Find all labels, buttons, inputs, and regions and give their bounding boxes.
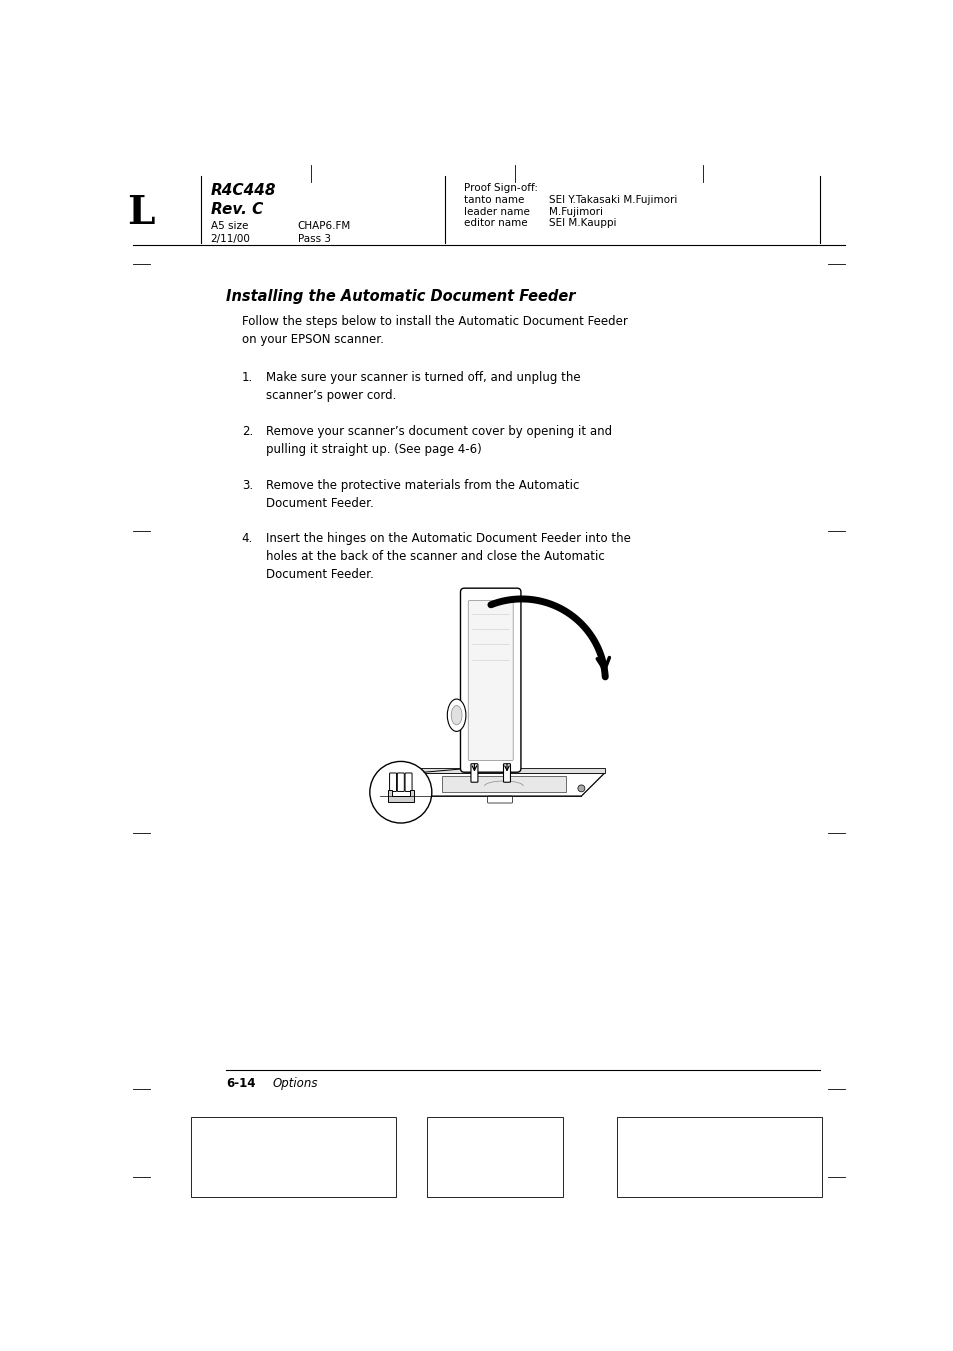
Text: L: L: [127, 195, 154, 232]
Text: Proof Sign-off:: Proof Sign-off:: [464, 182, 537, 193]
Text: R4C448: R4C448: [211, 182, 276, 197]
Text: leader name: leader name: [464, 207, 530, 216]
Text: Remove your scanner’s document cover by opening it and
pulling it straight up. (: Remove your scanner’s document cover by …: [266, 424, 612, 455]
Text: A5 size: A5 size: [211, 222, 248, 231]
Text: 4.: 4.: [241, 532, 253, 546]
FancyBboxPatch shape: [503, 763, 510, 782]
Text: Options: Options: [273, 1077, 318, 1089]
FancyBboxPatch shape: [487, 796, 512, 802]
Circle shape: [370, 762, 432, 823]
Ellipse shape: [451, 705, 461, 725]
FancyBboxPatch shape: [471, 763, 477, 782]
Polygon shape: [379, 773, 604, 796]
Text: SEI Y.Takasaki M.Fujimori: SEI Y.Takasaki M.Fujimori: [549, 196, 677, 205]
FancyBboxPatch shape: [405, 773, 412, 792]
Ellipse shape: [447, 698, 465, 731]
Text: 2/11/00: 2/11/00: [211, 234, 251, 243]
FancyBboxPatch shape: [468, 600, 513, 761]
Text: CHAP6.FM: CHAP6.FM: [297, 222, 351, 231]
FancyBboxPatch shape: [396, 773, 404, 792]
Polygon shape: [441, 775, 565, 792]
Text: SEI M.Kauppi: SEI M.Kauppi: [549, 219, 617, 228]
Text: 1.: 1.: [241, 370, 253, 384]
Text: tanto name: tanto name: [464, 196, 524, 205]
Text: 2.: 2.: [241, 424, 253, 438]
Circle shape: [578, 785, 584, 792]
Bar: [617, 1117, 821, 1197]
FancyBboxPatch shape: [389, 773, 396, 792]
Text: Rev. C: Rev. C: [211, 203, 263, 218]
Text: Remove the protective materials from the Automatic
Document Feeder.: Remove the protective materials from the…: [266, 478, 579, 509]
Bar: [427, 1117, 562, 1197]
Text: Follow the steps below to install the Automatic Document Feeder
on your EPSON sc: Follow the steps below to install the Au…: [241, 315, 627, 346]
FancyBboxPatch shape: [460, 588, 520, 773]
Text: Insert the hinges on the Automatic Document Feeder into the
holes at the back of: Insert the hinges on the Automatic Docum…: [266, 532, 631, 581]
Text: 3.: 3.: [241, 478, 253, 492]
Bar: [191, 1117, 395, 1197]
Text: Installing the Automatic Document Feeder: Installing the Automatic Document Feeder: [226, 289, 575, 304]
Polygon shape: [387, 790, 414, 802]
Text: M.Fujimori: M.Fujimori: [549, 207, 602, 216]
Text: Pass 3: Pass 3: [297, 234, 330, 243]
Text: editor name: editor name: [464, 219, 527, 228]
Text: 6-14: 6-14: [226, 1077, 255, 1089]
Text: Make sure your scanner is turned off, and unplug the
scanner’s power cord.: Make sure your scanner is turned off, an…: [266, 370, 580, 401]
Polygon shape: [407, 769, 604, 773]
